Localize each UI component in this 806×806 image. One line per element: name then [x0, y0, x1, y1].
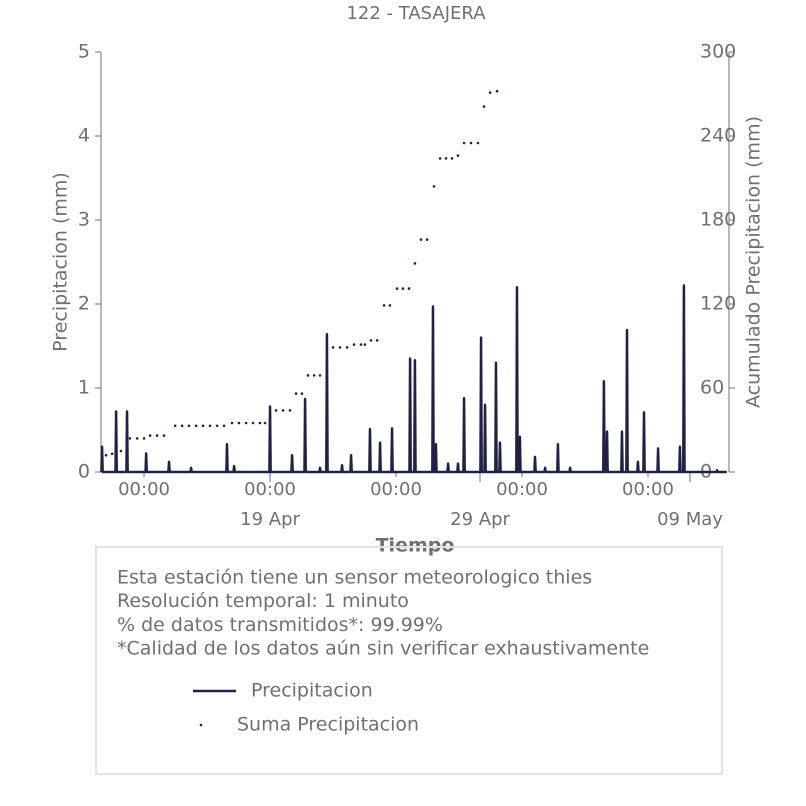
x-major-tick-label: 09 May [657, 509, 723, 530]
info-line: *Calidad de los datos aún sin verificar … [117, 638, 649, 660]
x-major-tick-label: 29 Apr [450, 509, 510, 530]
point [251, 421, 255, 425]
chart-title: 122 - TASAJERA [346, 3, 486, 24]
y2-tick-label: 240 [700, 125, 736, 147]
point [306, 374, 310, 377]
y2-tick-label: 60 [700, 377, 724, 399]
point [114, 451, 118, 454]
point [456, 154, 460, 157]
point [274, 409, 278, 412]
point [318, 374, 322, 377]
point [363, 343, 367, 346]
point [462, 141, 466, 145]
point [375, 339, 379, 342]
y-axis-label: Precipitacion (mm) [50, 172, 72, 352]
point [148, 434, 152, 437]
point [425, 238, 429, 241]
y-tick-label: 5 [78, 41, 90, 63]
point [263, 421, 267, 425]
point [135, 437, 139, 440]
x-tick-label: 00:00 [370, 479, 422, 500]
y-tick-label: 0 [78, 461, 90, 483]
info-line: % de datos transmitidos*: 99.99% [117, 614, 443, 636]
point [258, 421, 262, 425]
legend-marker [199, 723, 203, 727]
y-tick-label: 3 [78, 209, 90, 231]
line [100, 284, 727, 474]
y2-tick-label: 180 [700, 209, 736, 231]
point [495, 89, 499, 93]
point [180, 424, 184, 428]
x-tick-label: 00:00 [622, 479, 674, 500]
point [401, 287, 405, 290]
y-tick-label: 1 [78, 377, 90, 399]
point [104, 453, 108, 457]
point [162, 434, 166, 437]
point [288, 409, 292, 412]
point [300, 392, 304, 395]
point [128, 437, 132, 440]
point [222, 424, 226, 428]
legend-label: Suma Precipitacion [237, 714, 419, 736]
point [488, 91, 492, 94]
point [281, 409, 285, 412]
point [444, 157, 448, 160]
point [388, 304, 392, 307]
info-box [95, 546, 723, 775]
point [482, 105, 486, 108]
point [119, 449, 123, 453]
point [469, 141, 473, 145]
point [476, 141, 480, 145]
y2-axis-label: Acumulado Precipitacion (mm) [743, 116, 765, 408]
x-major-tick-label: 19 Apr [240, 509, 300, 530]
x-tick-label: 00:00 [244, 479, 296, 500]
point [419, 238, 423, 241]
point [194, 424, 198, 428]
x-axis-label: Tiempo [376, 535, 455, 557]
point [294, 392, 298, 395]
point [312, 374, 316, 377]
point [395, 287, 399, 290]
point [244, 421, 248, 425]
point [359, 343, 363, 346]
info-line: Resolución temporal: 1 minuto [117, 590, 409, 612]
x-tick-label: 00:00 [118, 479, 170, 500]
point [208, 424, 212, 428]
point [215, 424, 219, 428]
point [230, 421, 234, 425]
point [438, 157, 442, 160]
y-tick-label: 4 [78, 125, 90, 147]
point [331, 346, 335, 349]
point [142, 437, 146, 440]
info-line: Esta estación tiene un sensor meteorolog… [117, 567, 592, 589]
point [110, 452, 114, 456]
point [407, 287, 411, 290]
y2-tick-label: 300 [700, 41, 736, 63]
point [352, 343, 356, 346]
point [413, 262, 417, 265]
y-tick-label: 2 [78, 293, 90, 315]
point [237, 421, 241, 425]
point [345, 346, 349, 349]
x-tick-label: 00:00 [496, 479, 548, 500]
point [173, 424, 177, 428]
point [432, 185, 436, 188]
legend-label: Precipitacion [251, 680, 373, 702]
point [382, 304, 386, 307]
point [100, 455, 104, 458]
point [450, 157, 454, 160]
point [155, 434, 159, 437]
point [369, 339, 373, 342]
point [201, 424, 205, 428]
point [187, 424, 191, 428]
point [338, 346, 342, 349]
y2-tick-label: 120 [700, 293, 736, 315]
